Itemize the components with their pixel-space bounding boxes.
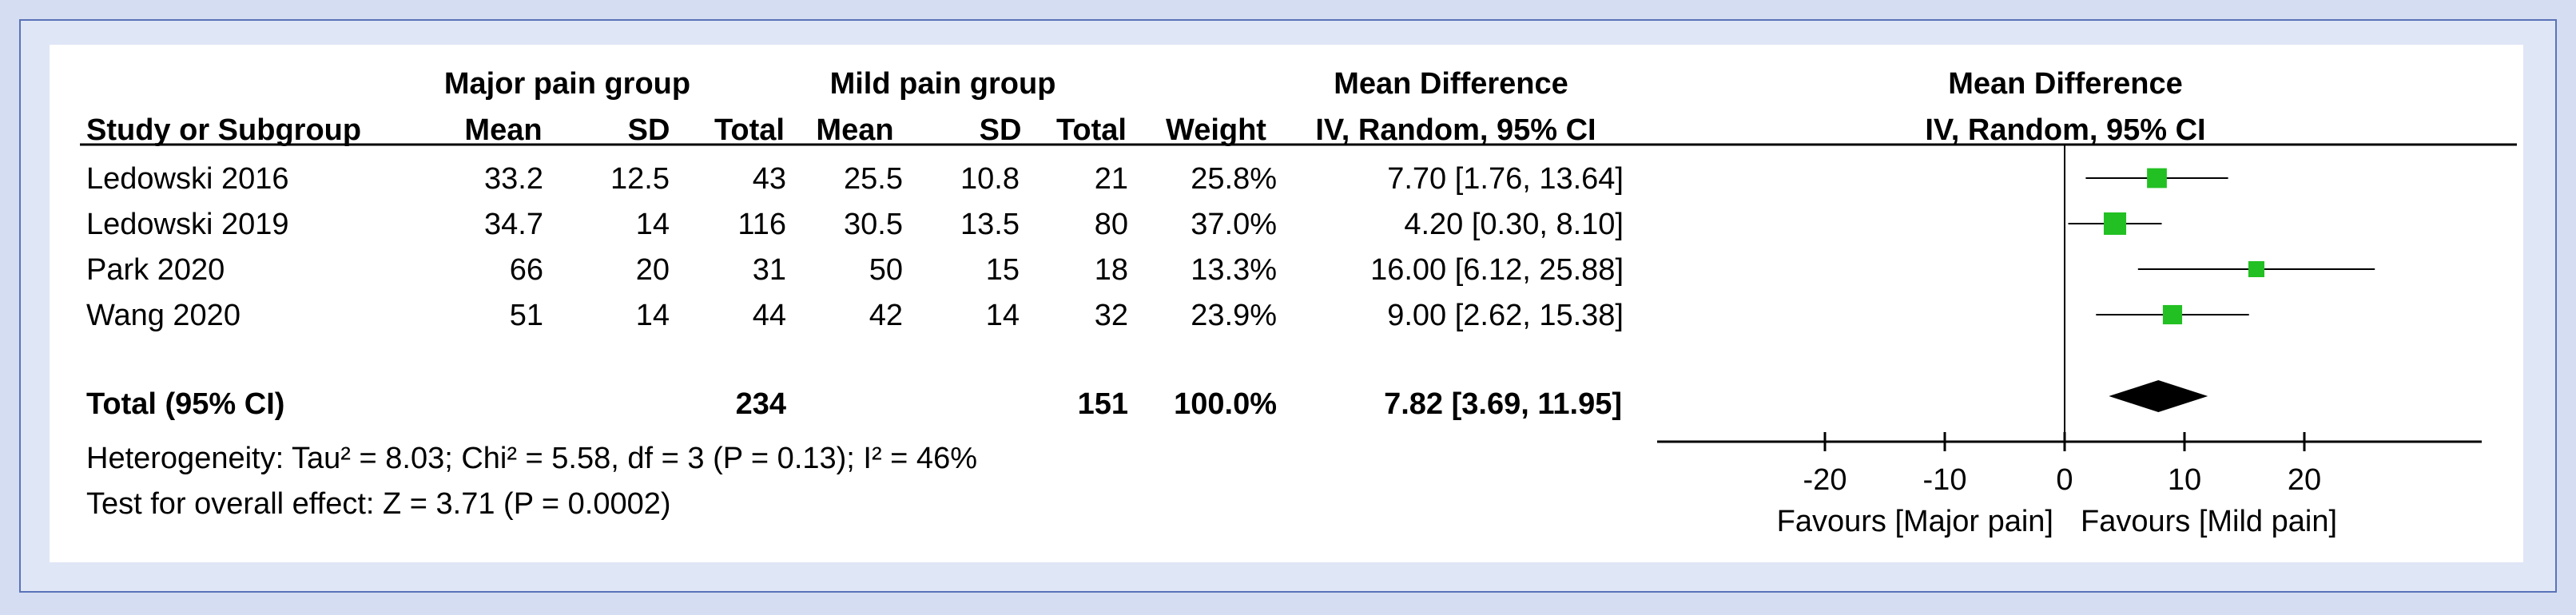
x-tick-label: 0 xyxy=(2056,463,2073,497)
heterogeneity-text: Heterogeneity: Tau² = 8.03; Chi² = 5.58,… xyxy=(86,442,977,475)
overall-effect-text: Test for overall effect: Z = 3.71 (P = 0… xyxy=(86,487,671,521)
study-name: Wang 2020 xyxy=(86,299,241,332)
mean2-value: 42 xyxy=(869,299,903,332)
x-tick-label: -20 xyxy=(1803,463,1847,497)
total1-value: 234 xyxy=(736,387,786,421)
total1-value: 116 xyxy=(737,208,786,241)
study-point xyxy=(2147,168,2167,188)
total2-value: 18 xyxy=(1095,253,1128,287)
total2-col-header: Total xyxy=(1056,113,1127,147)
figure-panel xyxy=(50,45,2523,562)
sd2-value: 10.8 xyxy=(960,162,1020,196)
study-point xyxy=(2248,260,2265,278)
sd1-col-header: SD xyxy=(628,113,670,147)
x-tick-label: -10 xyxy=(1923,463,1967,497)
study-row: Ledowski 2016 33.2 12.5 43 25.5 10.8 21 25.8% 7.… xyxy=(86,162,1624,196)
weight-value: 25.8% xyxy=(1191,162,1277,196)
mean1-value: 34.7 xyxy=(484,208,543,241)
plot-title: Mean Difference xyxy=(1948,67,2183,101)
weight-col-header: Weight xyxy=(1166,113,1266,147)
total2-value: 21 xyxy=(1095,162,1128,196)
favours-left-label: Favours [Major pain] xyxy=(1777,505,2053,538)
favours-right-label: Favours [Mild pain] xyxy=(2081,505,2337,538)
study-rows: Ledowski 2016 33.2 12.5 43 25.5 10.8 21 25.8% 7.… xyxy=(86,162,1624,332)
plot-subtitle: IV, Random, 95% CI xyxy=(1925,113,2205,147)
group1-header: Major pain group xyxy=(444,67,690,101)
total1-col-header: Total xyxy=(714,113,785,147)
study-name: Ledowski 2016 xyxy=(86,162,289,196)
total-label: Total (95% CI) xyxy=(86,387,284,421)
study-point xyxy=(2162,304,2183,325)
mean2-col-header: Mean xyxy=(816,113,893,147)
sd2-value: 14 xyxy=(986,299,1020,332)
study-row: Wang 2020 51 14 44 42 14 32 23.9% 9.00 [2.62, 15… xyxy=(86,299,1624,332)
ci-text: 7.70 [1.76, 13.64] xyxy=(1387,162,1624,196)
mean2-value: 30.5 xyxy=(844,208,903,241)
ci-text: 16.00 [6.12, 25.88] xyxy=(1370,253,1624,287)
study-name: Park 2020 xyxy=(86,253,225,287)
ci-text: 4.20 [0.30, 8.10] xyxy=(1404,208,1624,241)
group2-header: Mild pain group xyxy=(830,67,1056,101)
study-row: Ledowski 2019 34.7 14 116 30.5 13.5 80 37.0% 4.2… xyxy=(86,208,1624,241)
sd1-value: 20 xyxy=(636,253,670,287)
mean1-col-header: Mean xyxy=(464,113,542,147)
study-col-header: Study or Subgroup xyxy=(86,113,361,147)
mean1-value: 33.2 xyxy=(484,162,543,196)
x-tick-label: 10 xyxy=(2168,463,2201,497)
total1-value: 43 xyxy=(753,162,786,196)
weight-value: 13.3% xyxy=(1191,253,1277,287)
total-ci-text: 7.82 [3.69, 11.95] xyxy=(1384,387,1622,421)
mean2-value: 50 xyxy=(869,253,903,287)
study-point xyxy=(2103,212,2127,236)
sd1-value: 12.5 xyxy=(610,162,670,196)
sd2-value: 13.5 xyxy=(960,208,1020,241)
weight-value: 37.0% xyxy=(1191,208,1277,241)
total2-value: 151 xyxy=(1078,387,1128,421)
total2-value: 32 xyxy=(1095,299,1128,332)
study-row: Park 2020 66 20 31 50 15 18 13.3% 16.00 [6.12, 2… xyxy=(86,253,1624,287)
mean2-value: 25.5 xyxy=(844,162,903,196)
total1-value: 31 xyxy=(753,253,786,287)
md-header: Mean Difference xyxy=(1334,67,1568,101)
ci-col-header: IV, Random, 95% CI xyxy=(1315,113,1596,147)
sd2-value: 15 xyxy=(986,253,1020,287)
sd2-col-header: SD xyxy=(980,113,1022,147)
mean1-value: 66 xyxy=(510,253,543,287)
plot-area: -20 -10 0 10 20 Favours [Major pain] Favours [… xyxy=(1657,145,2482,538)
sd1-value: 14 xyxy=(636,299,670,332)
pooled-diamond xyxy=(2109,380,2208,412)
study-name: Ledowski 2019 xyxy=(86,208,289,241)
ci-text: 9.00 [2.62, 15.38] xyxy=(1387,299,1624,332)
mean1-value: 51 xyxy=(510,299,543,332)
weight-value: 23.9% xyxy=(1191,299,1277,332)
sd1-value: 14 xyxy=(636,208,670,241)
total-weight: 100.0% xyxy=(1174,387,1277,421)
x-tick-label: 20 xyxy=(2288,463,2321,497)
total-row: Total (95% CI) 234 151 100.0% 7.82 [3.69… xyxy=(86,387,1622,421)
total1-value: 44 xyxy=(753,299,786,332)
total2-value: 80 xyxy=(1095,208,1128,241)
